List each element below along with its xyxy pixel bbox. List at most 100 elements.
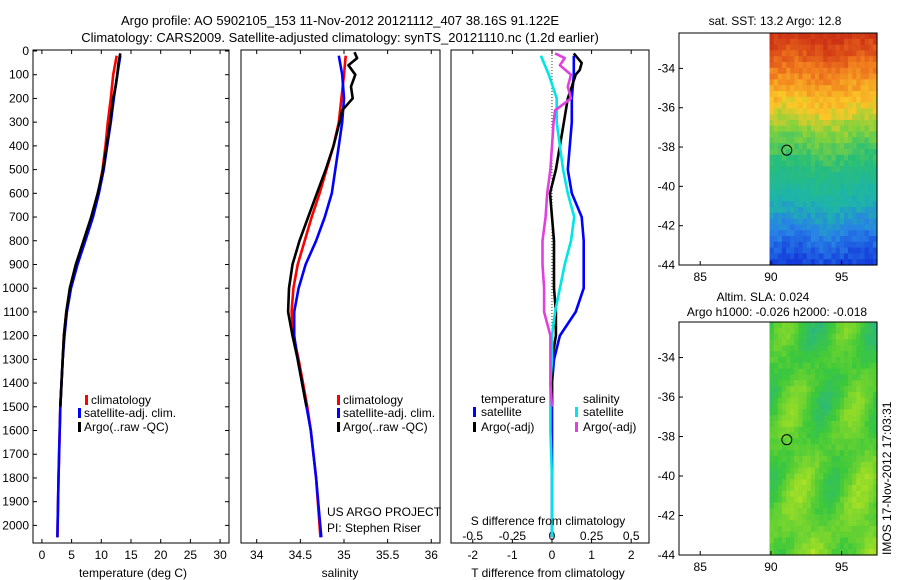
map-cell xyxy=(831,154,837,162)
map-cell xyxy=(773,143,779,150)
x-tick-label: 35 xyxy=(337,548,351,562)
map-cell xyxy=(769,490,775,498)
map-cell xyxy=(864,259,870,266)
map-cell xyxy=(806,166,812,173)
map-cell xyxy=(856,108,861,115)
map-cell xyxy=(777,178,783,185)
map-cell xyxy=(831,397,837,405)
map-cell xyxy=(819,67,824,75)
salinity-difference-tick-label: -0.5 xyxy=(462,529,483,543)
map-cell xyxy=(852,339,857,346)
map-cell xyxy=(848,549,853,556)
map-cell xyxy=(868,73,874,80)
difference-panel: -2 -1 0 1 2 -0.5 -0.25 0 0.25 0.5 S difference f… xyxy=(450,49,650,580)
map-cell xyxy=(827,374,833,381)
map-cell xyxy=(835,143,841,150)
map-cell xyxy=(839,444,845,451)
map-cell xyxy=(831,374,837,381)
map-cell xyxy=(864,125,870,133)
map-cell xyxy=(769,380,775,387)
map-cell xyxy=(806,467,812,474)
map-cell xyxy=(864,549,870,556)
map-cell xyxy=(872,485,878,492)
map-cell xyxy=(852,397,857,405)
map-cell xyxy=(868,409,874,416)
map-cell xyxy=(823,339,828,346)
map-cell xyxy=(848,543,853,550)
map-cell xyxy=(848,333,853,341)
map-cell xyxy=(827,201,833,208)
map-y-tick-label: -36 xyxy=(658,101,676,115)
map-cell xyxy=(839,502,845,509)
salinity-difference-label: S difference from climatology xyxy=(471,514,626,528)
map-cell xyxy=(839,333,845,341)
map-cell xyxy=(794,514,799,521)
map-cell xyxy=(872,172,878,179)
map-cell xyxy=(794,149,799,156)
map-cell xyxy=(769,327,775,335)
map-cell xyxy=(781,426,787,434)
map-cell xyxy=(831,485,837,492)
map-cell xyxy=(806,345,812,352)
map-cell xyxy=(806,178,812,185)
map-cell xyxy=(781,149,787,156)
map-cell xyxy=(781,461,787,469)
map-cell xyxy=(802,520,808,527)
map-cell xyxy=(802,403,808,410)
map-cell xyxy=(852,368,857,375)
map-cell xyxy=(872,421,878,428)
map-cell xyxy=(810,333,816,341)
map-cell xyxy=(781,362,787,370)
legend-swatch-temp-satellite xyxy=(473,407,476,417)
map-cell xyxy=(835,67,841,75)
map-cell xyxy=(860,549,866,556)
map-cell xyxy=(864,241,870,249)
map-cell xyxy=(839,438,845,445)
map-cell xyxy=(856,461,861,469)
map-cell xyxy=(848,339,853,346)
map-cell xyxy=(872,143,878,150)
map-cell xyxy=(823,73,828,80)
map-cell xyxy=(864,467,870,474)
map-cell xyxy=(848,160,853,167)
map-cell xyxy=(839,56,845,63)
map-cell xyxy=(806,461,812,469)
map-cell xyxy=(806,79,812,86)
map-cell xyxy=(835,259,841,266)
map-cell xyxy=(872,525,878,533)
map-cell xyxy=(823,432,828,440)
map-cell xyxy=(790,125,795,133)
map-cell xyxy=(806,386,812,393)
map-cell xyxy=(864,56,870,63)
map-cell xyxy=(843,467,849,474)
map-cell xyxy=(815,496,820,504)
map-cell xyxy=(835,386,841,393)
map-cell xyxy=(868,467,874,474)
map-cell xyxy=(810,73,816,80)
map-cell xyxy=(864,172,870,179)
map-cell xyxy=(868,212,874,220)
map-cell xyxy=(852,421,857,428)
map-cell xyxy=(835,327,841,335)
map-cell xyxy=(864,33,870,40)
map-cell xyxy=(856,520,861,527)
map-cell xyxy=(827,549,833,556)
map-cell xyxy=(819,212,824,220)
map-cell xyxy=(806,421,812,428)
map-cell xyxy=(786,444,791,451)
map-cell xyxy=(815,467,820,474)
map-cell xyxy=(839,73,845,80)
map-cell xyxy=(769,50,775,57)
map-cell xyxy=(802,409,808,416)
map-cell xyxy=(786,62,791,69)
map-cell xyxy=(815,397,820,405)
map-cell xyxy=(843,149,849,156)
map-cell xyxy=(852,143,857,150)
map-y-tick-label: -40 xyxy=(658,469,676,483)
map-cell xyxy=(769,120,775,127)
map-cell xyxy=(777,520,783,527)
map-cell xyxy=(839,33,845,40)
map-cell xyxy=(777,450,783,457)
map-cell xyxy=(843,374,849,381)
map-cell xyxy=(777,525,783,533)
